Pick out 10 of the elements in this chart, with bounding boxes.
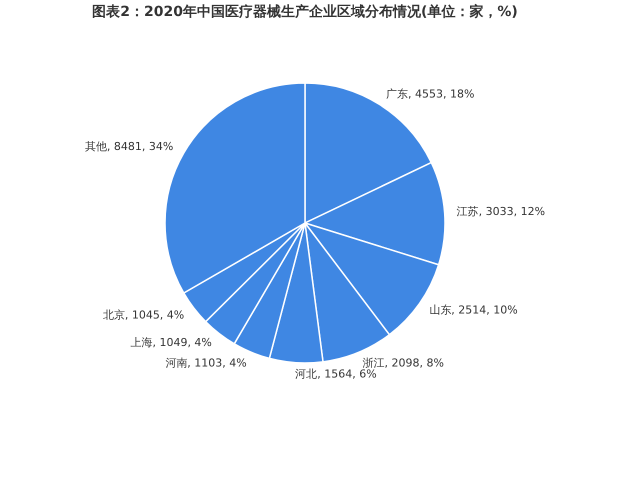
chart-title: 图表2：2020年中国医疗器械生产企业区域分布情况(单位：家，%) bbox=[92, 3, 518, 20]
slice-label: 山东, 2514, 10% bbox=[429, 303, 518, 316]
slice-label: 河北, 1564, 6% bbox=[295, 368, 377, 381]
slice-label: 上海, 1049, 4% bbox=[130, 336, 212, 350]
slice-label: 浙江, 2098, 8% bbox=[362, 356, 444, 370]
slice-label: 河南, 1103, 4% bbox=[165, 356, 247, 370]
slice-label: 广东, 4553, 18% bbox=[386, 87, 474, 100]
slice-label: 其他, 8481, 34% bbox=[84, 140, 174, 154]
slice-label: 江苏, 3033, 12% bbox=[456, 205, 546, 218]
slice-label: 北京, 1045, 4% bbox=[102, 308, 184, 322]
